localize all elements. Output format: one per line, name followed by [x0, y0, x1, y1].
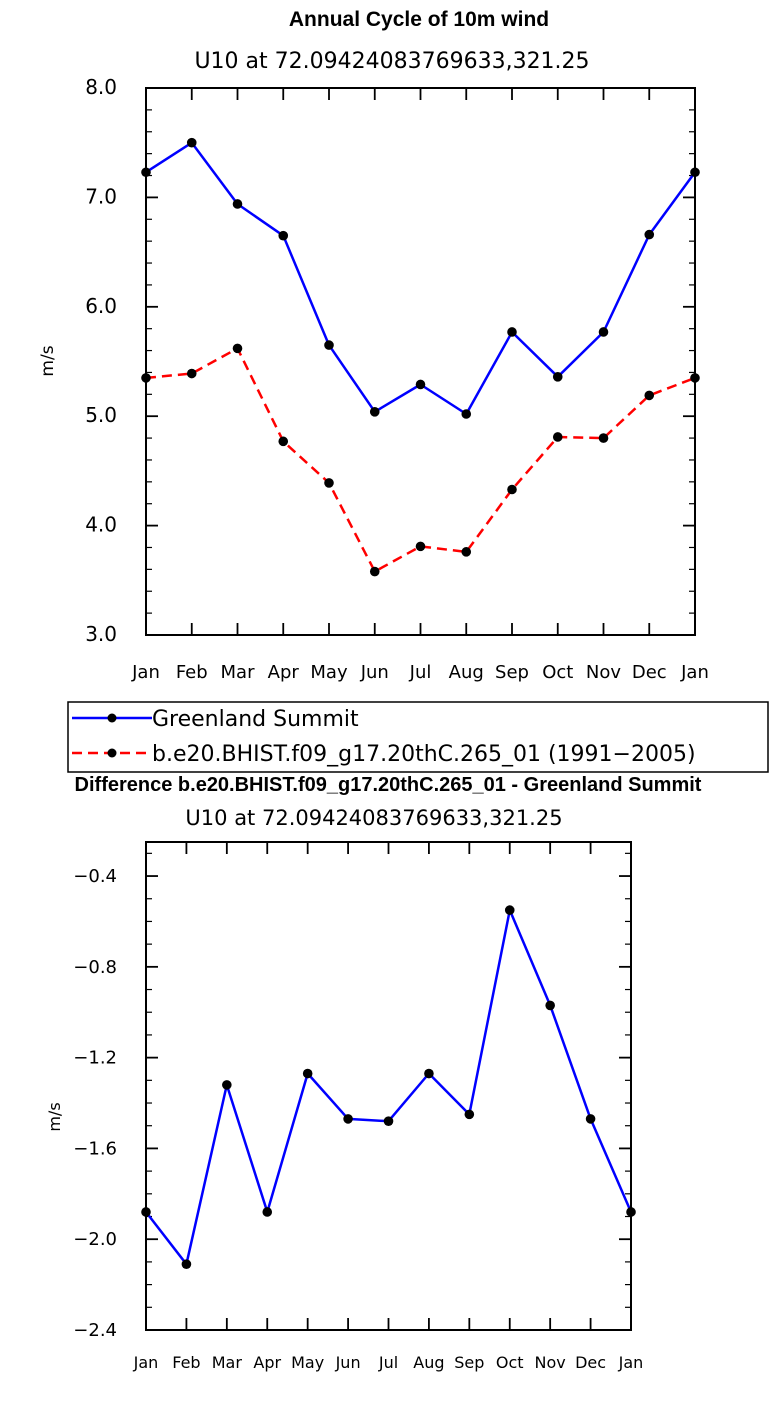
y-tick-label: −0.4	[73, 866, 117, 887]
data-point-0-4	[324, 340, 334, 350]
y-tick-label: −0.8	[73, 957, 117, 978]
legend-marker-model	[107, 748, 117, 758]
series-line-0	[145, 141, 697, 416]
x-tick-label: Jun	[360, 662, 389, 683]
data-point-0-3	[262, 1207, 273, 1217]
axis-ticks	[145, 842, 632, 1331]
data-point-0-1	[181, 1259, 192, 1269]
data-point-1-2	[232, 343, 243, 354]
data-point-0-3	[278, 230, 289, 241]
annual-cycle-chart: Annual Cycle of 10m wind U10 at 72.09424…	[38, 8, 709, 683]
data-point-0-11	[644, 229, 655, 240]
x-tick-label: Sep	[454, 1353, 484, 1372]
x-tick-labels: Jan Feb Mar Apr May Jun Jul Aug Sep Oct Nov Dec Jan	[133, 1353, 644, 1372]
data-point-0-6	[383, 1116, 394, 1126]
chart-title: Difference b.e20.BHIST.f09_g17.20thC.265…	[75, 774, 702, 796]
x-tick-label: May	[310, 662, 348, 683]
difference-chart: Difference b.e20.BHIST.f09_g17.20thC.265…	[45, 774, 702, 1372]
y-tick-labels: −2.4 −2.0 −1.6 −1.2 −0.8 −0.4	[73, 866, 117, 1341]
x-tick-label: Apr	[253, 1353, 281, 1372]
legend: Greenland Summit b.e20.BHIST.f09_g17.20t…	[67, 701, 769, 773]
axis-ticks	[145, 87, 696, 636]
data-point-0-9	[552, 372, 563, 382]
data-point-0-8	[507, 327, 517, 337]
x-tick-label: May	[291, 1353, 324, 1372]
x-tick-label: Jan	[131, 662, 160, 683]
y-tick-label: −2.0	[73, 1229, 117, 1250]
data-point-1-10	[598, 433, 609, 443]
y-tick-label: 3.0	[85, 622, 117, 646]
data-point-1-5	[369, 566, 380, 577]
data-point-1-1	[186, 368, 197, 379]
x-tick-label: Sep	[495, 662, 529, 683]
x-tick-label: Oct	[542, 662, 573, 683]
data-point-0-5	[369, 407, 380, 417]
legend-box	[67, 701, 769, 773]
data-point-0-1	[186, 137, 197, 148]
chart-subtitle: U10 at 72.09424083769633,321.25	[185, 806, 562, 830]
legend-label-model: b.e20.BHIST.f09_g17.20thC.265_01 (1991−2…	[152, 742, 696, 767]
x-tick-label: Feb	[176, 662, 208, 683]
legend-marker-greenland-summit	[107, 713, 117, 723]
data-point-0-7	[461, 409, 472, 419]
y-tick-label: 6.0	[85, 294, 117, 318]
data-point-0-6	[415, 379, 426, 390]
y-tick-label: 5.0	[85, 403, 117, 427]
x-tick-label: Jul	[409, 662, 432, 683]
data-point-0-2	[232, 199, 243, 209]
data-point-1-7	[461, 547, 472, 557]
y-tick-labels: 3.0 4.0 5.0 6.0 7.0 8.0	[85, 75, 117, 646]
data-point-0-8	[464, 1109, 475, 1120]
y-tick-label: −2.4	[73, 1320, 117, 1341]
data-point-1-8	[507, 484, 517, 495]
data-point-0-11	[585, 1114, 596, 1124]
series-group	[141, 905, 636, 1269]
data-point-0-9	[504, 905, 515, 915]
data-point-0-7	[424, 1068, 434, 1079]
series-line-0	[145, 908, 633, 1266]
x-tick-label: Aug	[449, 662, 484, 683]
y-tick-label: −1.6	[73, 1138, 117, 1159]
y-axis-label: m/s	[45, 1102, 64, 1131]
data-point-0-5	[343, 1114, 353, 1124]
x-tick-label: Aug	[413, 1353, 444, 1372]
y-tick-label: −1.2	[73, 1048, 117, 1069]
plot-frame	[145, 87, 696, 636]
chart-subtitle: U10 at 72.09424083769633,321.25	[194, 49, 589, 74]
legend-label-greenland-summit: Greenland Summit	[152, 707, 359, 732]
x-tick-label: Dec	[632, 662, 667, 683]
data-point-1-11	[644, 390, 655, 401]
y-tick-label: 8.0	[85, 75, 117, 99]
x-tick-label: Jan	[618, 1353, 644, 1372]
chart-title: Annual Cycle of 10m wind	[289, 8, 549, 31]
x-tick-label: Jul	[378, 1353, 398, 1372]
x-tick-label: Apr	[268, 662, 300, 683]
x-tick-label: Mar	[212, 1353, 243, 1372]
series-group	[141, 137, 700, 577]
plot-frame	[145, 841, 632, 1331]
x-tick-label: Nov	[535, 1353, 566, 1372]
x-tick-label: Nov	[586, 662, 621, 683]
x-tick-label: Jun	[335, 1353, 361, 1372]
x-tick-label: Oct	[496, 1353, 524, 1372]
x-tick-labels: Jan Feb Mar Apr May Jun Jul Aug Sep Oct Nov Dec Jan	[131, 662, 709, 683]
x-tick-label: Jan	[133, 1353, 159, 1372]
data-point-0-10	[545, 1000, 555, 1011]
data-point-1-6	[415, 541, 426, 552]
data-point-0-2	[222, 1080, 232, 1090]
data-point-1-9	[552, 432, 563, 442]
x-tick-label: Dec	[575, 1353, 606, 1372]
data-point-1-3	[278, 436, 289, 447]
x-tick-label: Feb	[172, 1353, 200, 1372]
x-tick-label: Jan	[680, 662, 709, 683]
data-point-1-4	[324, 478, 334, 488]
data-point-0-4	[302, 1068, 313, 1079]
x-tick-label: Mar	[221, 662, 256, 683]
y-tick-label: 7.0	[85, 184, 117, 208]
data-point-0-10	[598, 327, 609, 337]
y-tick-label: 4.0	[85, 513, 117, 537]
y-axis-label: m/s	[38, 345, 58, 376]
